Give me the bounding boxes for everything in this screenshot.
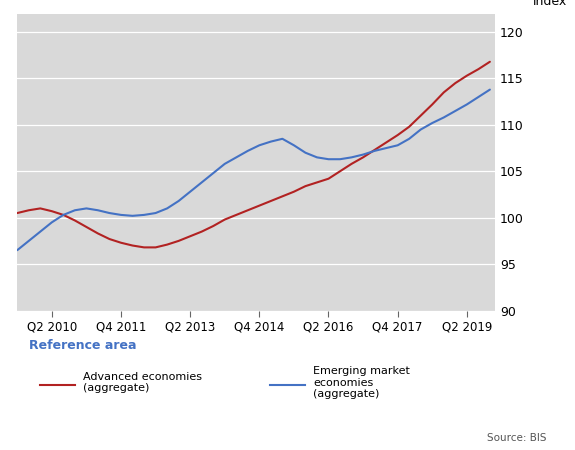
Text: Source: BIS: Source: BIS [487, 433, 546, 443]
Text: Reference area: Reference area [29, 339, 136, 352]
Y-axis label: index: index [532, 0, 567, 8]
Text: Emerging market
economies
(aggregate): Emerging market economies (aggregate) [313, 366, 410, 399]
Text: Advanced economies
(aggregate): Advanced economies (aggregate) [83, 372, 202, 393]
